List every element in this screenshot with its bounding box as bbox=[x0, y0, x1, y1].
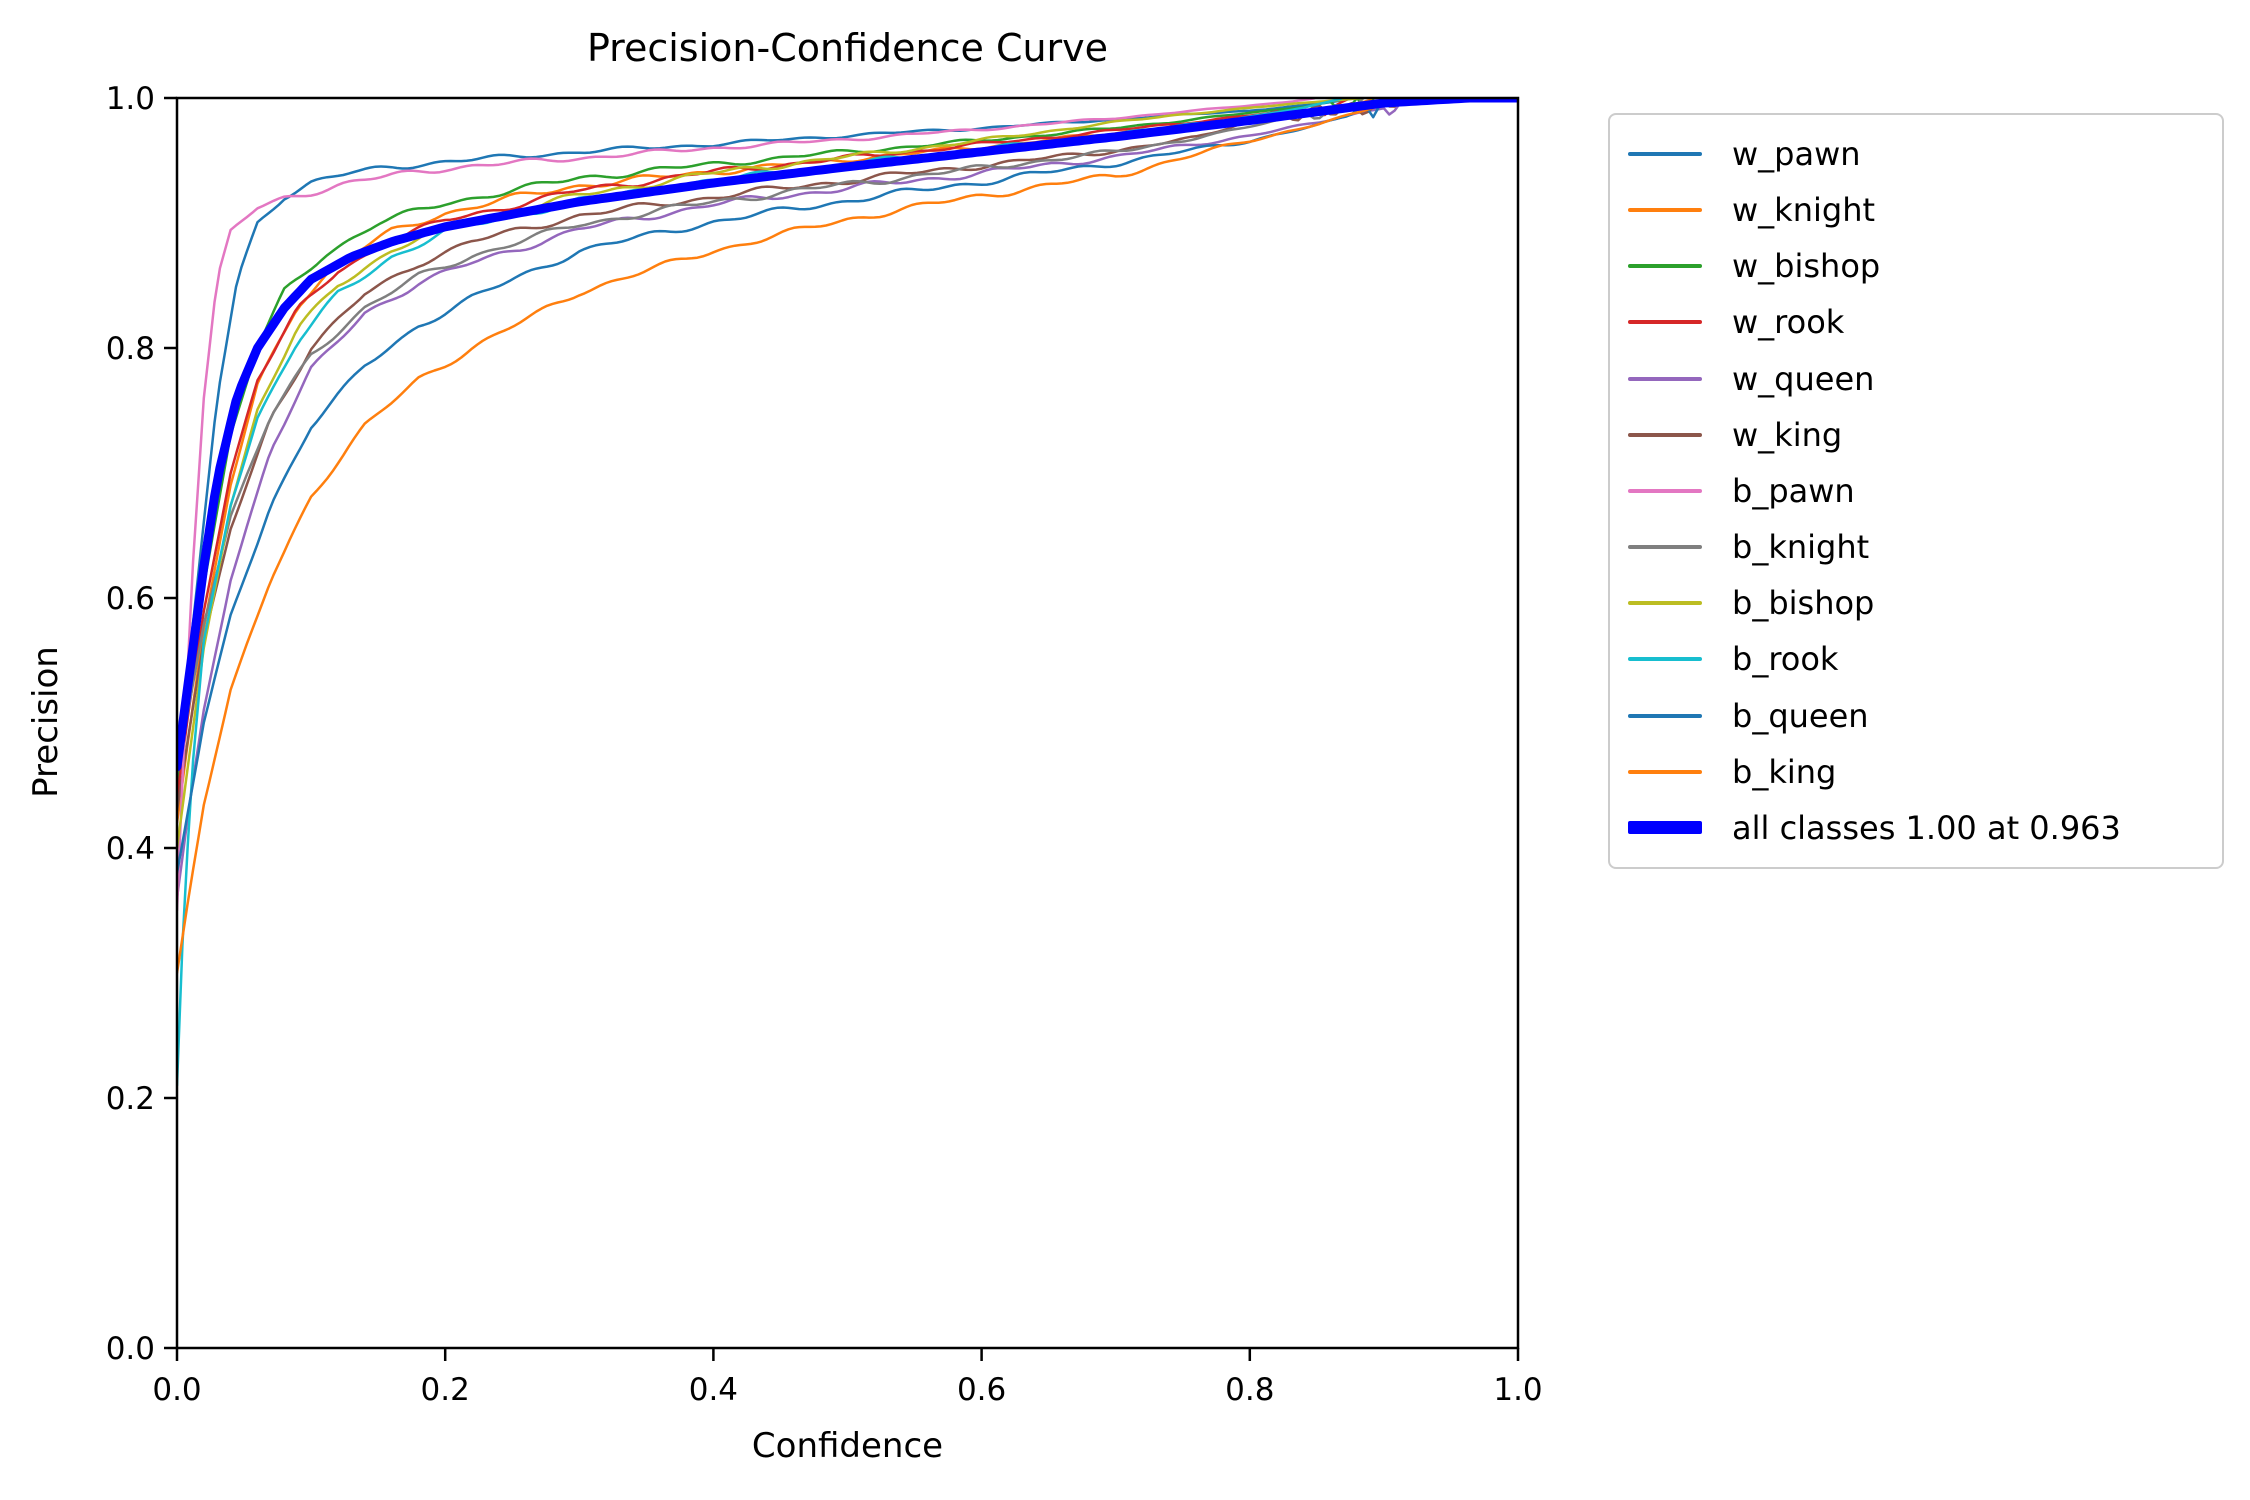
legend-item-b_rook: b_rook bbox=[1610, 631, 2222, 687]
y-tick-label: 1.0 bbox=[106, 81, 155, 117]
series-line-w_rook bbox=[177, 98, 1348, 800]
legend-swatch-w_knight bbox=[1628, 208, 1702, 213]
x-tick-label: 0.8 bbox=[1225, 1372, 1274, 1408]
series-line-w_king bbox=[177, 97, 1402, 812]
legend-item-w_queen: w_queen bbox=[1610, 351, 2222, 407]
series-line-b_bishop bbox=[177, 97, 1364, 850]
series-line-w_queen bbox=[177, 102, 1402, 900]
y-tick-label: 0.6 bbox=[106, 581, 155, 617]
legend-swatch-w_pawn bbox=[1628, 152, 1702, 156]
legend-item-b_queen: b_queen bbox=[1610, 688, 2222, 744]
y-tick-label: 0.0 bbox=[106, 1331, 155, 1367]
legend-item-w_king: w_king bbox=[1610, 407, 2222, 463]
legend-swatch-w_king bbox=[1628, 432, 1702, 437]
legend-item-b_knight: b_knight bbox=[1610, 519, 2222, 575]
legend-item-w_pawn: w_pawn bbox=[1610, 126, 2222, 182]
legend-swatch-b_knight bbox=[1628, 545, 1702, 550]
y-tick-label: 0.4 bbox=[106, 831, 155, 867]
legend-item-b_bishop: b_bishop bbox=[1610, 575, 2222, 631]
y-tick-label: 0.2 bbox=[106, 1081, 155, 1117]
legend-swatch-w_queen bbox=[1628, 376, 1702, 381]
legend: w_pawn w_knight w_bishop w_rook w_queen … bbox=[1608, 113, 2224, 869]
x-tick-label: 0.0 bbox=[152, 1372, 201, 1408]
legend-swatch-b_bishop bbox=[1628, 601, 1702, 606]
legend-swatch-w_bishop bbox=[1628, 264, 1702, 269]
series-line-b_king bbox=[177, 98, 1396, 975]
y-axis-label: Precision bbox=[26, 646, 66, 798]
legend-item-w_bishop: w_bishop bbox=[1610, 238, 2222, 294]
x-tick-label: 0.6 bbox=[957, 1372, 1006, 1408]
series-line-w_bishop bbox=[177, 97, 1375, 787]
x-tick-label: 0.4 bbox=[689, 1372, 738, 1408]
series-line-b_pawn bbox=[177, 97, 1316, 912]
series-line-all_classes bbox=[177, 97, 1518, 772]
legend-item-w_knight: w_knight bbox=[1610, 182, 2222, 238]
legend-item-w_rook: w_rook bbox=[1610, 294, 2222, 350]
legend-swatch-w_rook bbox=[1628, 320, 1702, 325]
legend-swatch-b_pawn bbox=[1628, 488, 1702, 493]
y-tick-label: 0.8 bbox=[106, 331, 155, 367]
series-line-b_rook bbox=[177, 97, 1343, 1087]
x-tick-label: 0.2 bbox=[421, 1372, 470, 1408]
legend-swatch-b_king bbox=[1628, 769, 1702, 774]
x-axis-label: Confidence bbox=[751, 1426, 944, 1466]
legend-swatch-all-classes bbox=[1628, 821, 1702, 835]
legend-item-b_king: b_king bbox=[1610, 744, 2222, 800]
series-line-w_pawn bbox=[177, 97, 1359, 750]
plot-border bbox=[175, 96, 1520, 1350]
chart-title: Precision-Confidence Curve bbox=[586, 26, 1109, 70]
legend-item-all-classes: all classes 1.00 at 0.963 bbox=[1610, 800, 2222, 856]
legend-swatch-b_rook bbox=[1628, 657, 1702, 662]
x-tick-label: 1.0 bbox=[1493, 1372, 1542, 1408]
series-line-b_knight bbox=[177, 97, 1364, 775]
legend-item-b_pawn: b_pawn bbox=[1610, 463, 2222, 519]
series-line-b_queen bbox=[177, 97, 1386, 875]
legend-swatch-b_queen bbox=[1628, 713, 1702, 718]
